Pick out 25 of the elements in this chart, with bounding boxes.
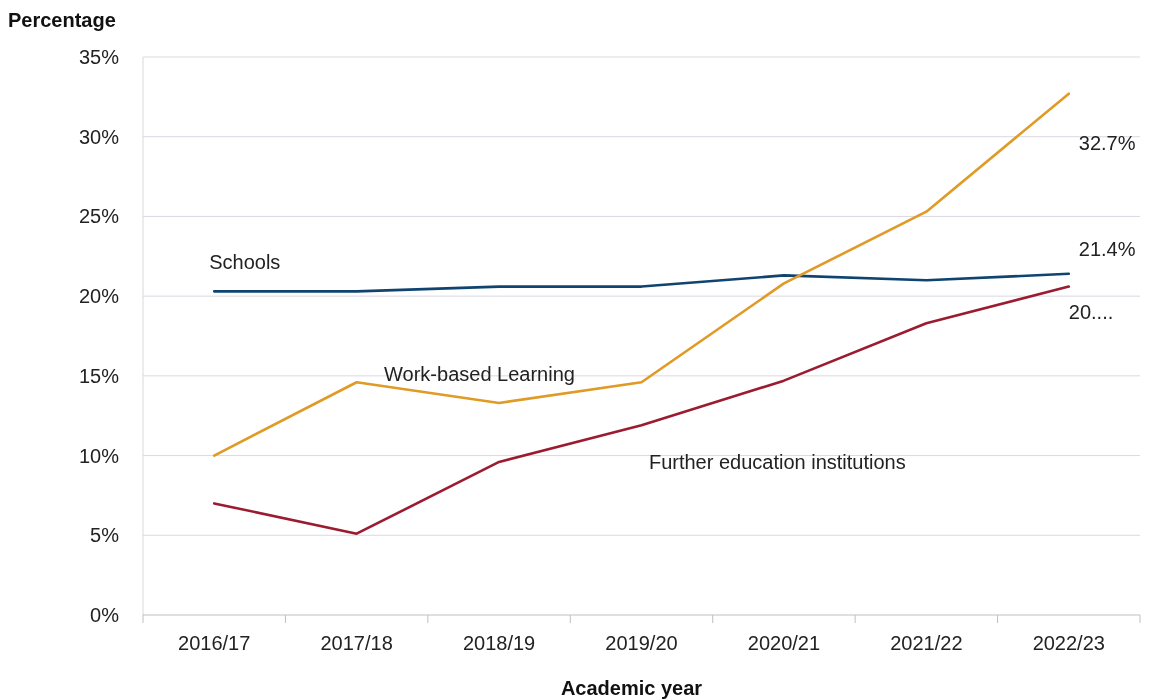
x-tick-label: 2019/20 (605, 632, 678, 654)
x-tick-label: 2017/18 (320, 632, 393, 654)
y-tick-label: 20% (78, 285, 120, 308)
data-label: 32.7% (1078, 131, 1136, 154)
y-tick-label: 0% (90, 604, 120, 626)
data-label: 20.... (1068, 300, 1114, 323)
x-axis-title: Academic year (560, 677, 703, 699)
y-tick-label: 15% (78, 364, 120, 387)
y-tick-label: 30% (78, 125, 120, 148)
x-tick-label: 2018/19 (462, 632, 536, 654)
data-label: 21.4% (1078, 237, 1136, 260)
line-series (212, 272, 1071, 293)
y-tick-label: 5% (90, 524, 120, 547)
x-tick-label: 2022/23 (1032, 632, 1105, 654)
y-tick-label: 35% (78, 46, 120, 68)
line-series (212, 285, 1071, 535)
x-tick-label: 2016/17 (178, 632, 251, 654)
series-label: Further education institutions (648, 450, 906, 473)
x-tick-label: 2021/22 (890, 632, 963, 654)
series-label: Work-based Learning (384, 362, 575, 385)
x-tick-label: 2020/21 (747, 632, 821, 654)
y-axis-title: Percentage (8, 9, 116, 31)
series-label: Schools (209, 251, 281, 274)
y-tick-label: 25% (78, 205, 120, 228)
y-tick-label: 10% (78, 444, 120, 467)
